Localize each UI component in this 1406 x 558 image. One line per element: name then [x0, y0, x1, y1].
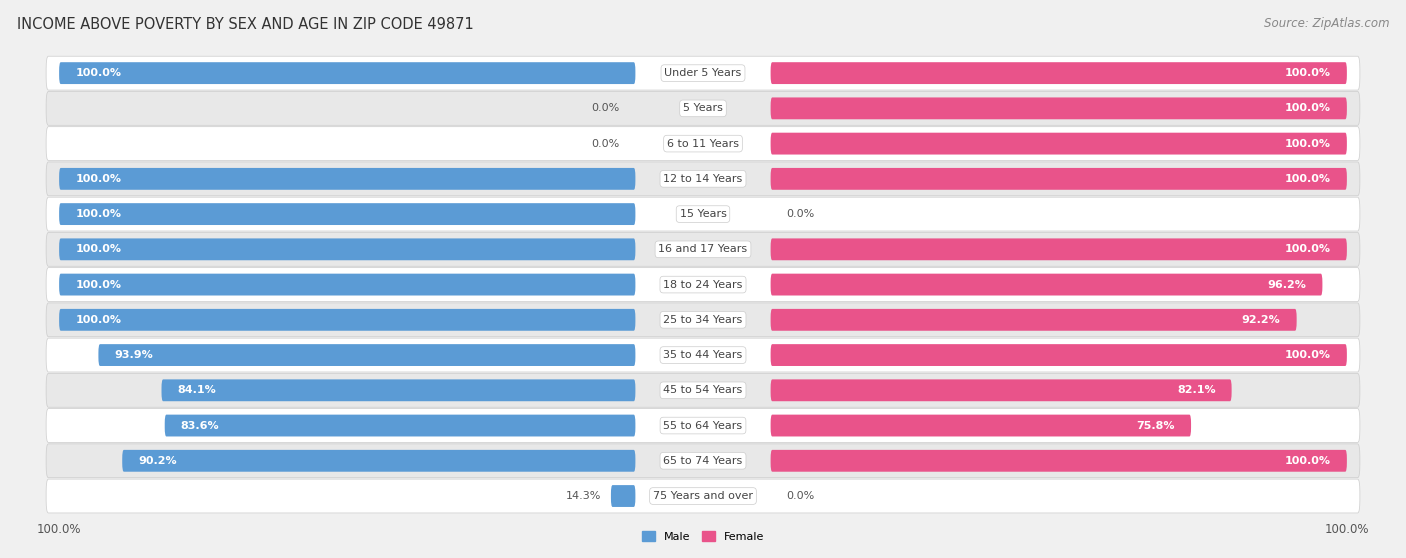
Text: 92.2%: 92.2%: [1241, 315, 1281, 325]
Text: 100.0%: 100.0%: [76, 280, 121, 290]
FancyBboxPatch shape: [46, 444, 1360, 478]
Text: 100.0%: 100.0%: [1285, 244, 1330, 254]
Text: 82.1%: 82.1%: [1177, 386, 1216, 395]
Text: 100.0%: 100.0%: [1285, 456, 1330, 466]
FancyBboxPatch shape: [59, 168, 636, 190]
FancyBboxPatch shape: [770, 415, 1191, 436]
FancyBboxPatch shape: [612, 485, 636, 507]
Text: Under 5 Years: Under 5 Years: [665, 68, 741, 78]
Text: 96.2%: 96.2%: [1267, 280, 1306, 290]
Text: 0.0%: 0.0%: [591, 138, 619, 148]
Text: 15 Years: 15 Years: [679, 209, 727, 219]
Text: 84.1%: 84.1%: [177, 386, 217, 395]
Text: 6 to 11 Years: 6 to 11 Years: [666, 138, 740, 148]
Text: 100.0%: 100.0%: [76, 68, 121, 78]
FancyBboxPatch shape: [770, 168, 1347, 190]
FancyBboxPatch shape: [46, 479, 1360, 513]
Text: 16 and 17 Years: 16 and 17 Years: [658, 244, 748, 254]
Text: 100.0%: 100.0%: [1285, 68, 1330, 78]
Text: 100.0%: 100.0%: [76, 244, 121, 254]
FancyBboxPatch shape: [59, 203, 636, 225]
FancyBboxPatch shape: [59, 309, 636, 331]
Text: 0.0%: 0.0%: [787, 209, 815, 219]
Text: 45 to 54 Years: 45 to 54 Years: [664, 386, 742, 395]
Text: 100.0%: 100.0%: [76, 174, 121, 184]
FancyBboxPatch shape: [46, 233, 1360, 266]
Text: 100.0%: 100.0%: [1285, 174, 1330, 184]
FancyBboxPatch shape: [46, 268, 1360, 301]
Text: 75.8%: 75.8%: [1136, 421, 1175, 431]
FancyBboxPatch shape: [46, 303, 1360, 336]
FancyBboxPatch shape: [46, 338, 1360, 372]
Text: 12 to 14 Years: 12 to 14 Years: [664, 174, 742, 184]
Text: 100.0%: 100.0%: [1285, 103, 1330, 113]
Text: 90.2%: 90.2%: [138, 456, 177, 466]
FancyBboxPatch shape: [770, 238, 1347, 260]
FancyBboxPatch shape: [46, 56, 1360, 90]
Text: 100.0%: 100.0%: [76, 315, 121, 325]
FancyBboxPatch shape: [46, 127, 1360, 161]
Text: 14.3%: 14.3%: [565, 491, 602, 501]
Text: 25 to 34 Years: 25 to 34 Years: [664, 315, 742, 325]
FancyBboxPatch shape: [59, 238, 636, 260]
FancyBboxPatch shape: [770, 450, 1347, 472]
Text: 18 to 24 Years: 18 to 24 Years: [664, 280, 742, 290]
FancyBboxPatch shape: [165, 415, 636, 436]
Text: 100.0%: 100.0%: [1285, 138, 1330, 148]
FancyBboxPatch shape: [162, 379, 636, 401]
Text: 65 to 74 Years: 65 to 74 Years: [664, 456, 742, 466]
FancyBboxPatch shape: [59, 273, 636, 296]
Text: 93.9%: 93.9%: [114, 350, 153, 360]
Text: 100.0%: 100.0%: [1285, 350, 1330, 360]
Text: 55 to 64 Years: 55 to 64 Years: [664, 421, 742, 431]
FancyBboxPatch shape: [770, 309, 1296, 331]
FancyBboxPatch shape: [46, 162, 1360, 196]
FancyBboxPatch shape: [770, 98, 1347, 119]
Text: 0.0%: 0.0%: [591, 103, 619, 113]
Text: INCOME ABOVE POVERTY BY SEX AND AGE IN ZIP CODE 49871: INCOME ABOVE POVERTY BY SEX AND AGE IN Z…: [17, 17, 474, 32]
Text: 35 to 44 Years: 35 to 44 Years: [664, 350, 742, 360]
FancyBboxPatch shape: [770, 62, 1347, 84]
FancyBboxPatch shape: [770, 273, 1323, 296]
FancyBboxPatch shape: [59, 62, 636, 84]
FancyBboxPatch shape: [46, 373, 1360, 407]
FancyBboxPatch shape: [46, 92, 1360, 126]
Text: 83.6%: 83.6%: [181, 421, 219, 431]
FancyBboxPatch shape: [46, 197, 1360, 231]
FancyBboxPatch shape: [98, 344, 636, 366]
FancyBboxPatch shape: [770, 344, 1347, 366]
Text: 75 Years and over: 75 Years and over: [652, 491, 754, 501]
Legend: Male, Female: Male, Female: [637, 527, 769, 546]
FancyBboxPatch shape: [770, 133, 1347, 155]
FancyBboxPatch shape: [770, 379, 1232, 401]
FancyBboxPatch shape: [122, 450, 636, 472]
FancyBboxPatch shape: [46, 408, 1360, 442]
Text: Source: ZipAtlas.com: Source: ZipAtlas.com: [1264, 17, 1389, 30]
Text: 0.0%: 0.0%: [787, 491, 815, 501]
Text: 100.0%: 100.0%: [76, 209, 121, 219]
Text: 5 Years: 5 Years: [683, 103, 723, 113]
